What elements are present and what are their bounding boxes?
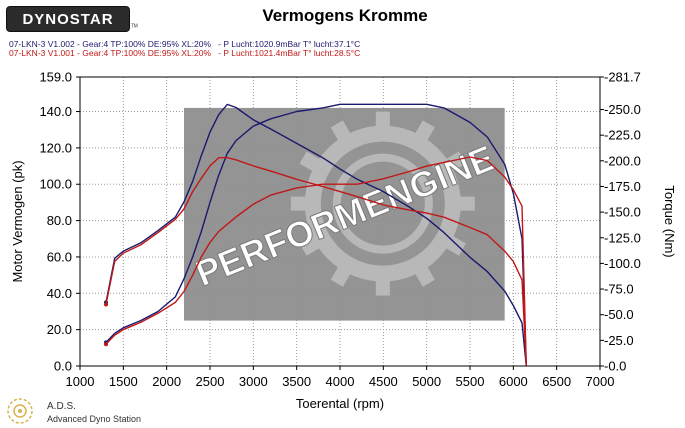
- dynostar-logo-text: DYNOSTAR: [22, 11, 114, 28]
- y-tick-label: 140.0: [39, 104, 72, 119]
- series-start-point: [104, 342, 108, 347]
- v1-001-vermogen-line: [105, 156, 527, 367]
- y2-tick-label: -0.0: [604, 359, 626, 374]
- y2-tick-label: -281.7: [604, 70, 641, 85]
- y2-tick-label: -225.0: [604, 128, 641, 143]
- x-tick-label: 5000: [412, 374, 441, 389]
- x-tick-label: 4500: [369, 374, 398, 389]
- x-tick-label: 6500: [542, 374, 571, 389]
- x-tick-label: 1000: [66, 374, 95, 389]
- x-tick-label: 2000: [152, 374, 181, 389]
- ads-abbreviation: A.D.S.: [47, 401, 76, 412]
- y2-tick-label: -175.0: [604, 179, 641, 194]
- y2-tick-label: -125.0: [604, 230, 641, 245]
- y-tick-label: 0.0: [54, 359, 72, 374]
- y2-tick-label: -100.0: [604, 256, 641, 271]
- x-tick-label: 2500: [196, 374, 225, 389]
- y-tick-label: 159.0: [39, 70, 72, 85]
- x-tick-label: 4000: [326, 374, 355, 389]
- y-tick-label: 20.0: [47, 322, 72, 337]
- dynostar-logo: DYNOSTAR: [6, 6, 130, 32]
- x-tick-label: 3000: [239, 374, 268, 389]
- series-start-point: [104, 302, 108, 307]
- y2-tick-label: -150.0: [604, 205, 641, 220]
- y2-tick-label: -25.0: [604, 333, 634, 348]
- y2-tick-label: -50.0: [604, 307, 634, 322]
- y-tick-label: 80.0: [47, 213, 72, 228]
- watermark-gear-icon: [290, 111, 475, 296]
- x-axis-label: Toerental (rpm): [296, 396, 384, 411]
- y2-tick-label: -75.0: [604, 282, 634, 297]
- y2-tick-label: -250.0: [604, 102, 641, 117]
- v1-002-torque-line: [105, 103, 527, 367]
- v1-001-torque-line: [105, 156, 527, 367]
- x-tick-label: 1500: [109, 374, 138, 389]
- y2-tick-label: -200.0: [604, 153, 641, 168]
- y-tick-label: 40.0: [47, 286, 72, 301]
- x-tick-label: 3500: [282, 374, 311, 389]
- trademark-mark: ᵀᴹ: [131, 24, 138, 31]
- run-label-v1002: 07-LKN-3 V1.002 - Gear:4 TP:100% DE:95% …: [9, 39, 361, 49]
- y2-axis-label: Torque (Nm): [662, 185, 677, 257]
- y-tick-label: 100.0: [39, 177, 72, 192]
- plot-frame: [79, 76, 601, 367]
- chart-title: Vermogens Kromme: [262, 6, 428, 25]
- x-tick-label: 5500: [456, 374, 485, 389]
- ads-full-name: Advanced Dyno Station: [47, 414, 142, 424]
- run-label-v1001: 07-LKN-3 V1.001 - Gear:4 TP:100% DE:95% …: [9, 48, 361, 58]
- x-tick-label: 6000: [499, 374, 528, 389]
- v1-002-vermogen-line: [105, 103, 527, 367]
- y-axis-label: Motor Vermogen (pk): [10, 160, 25, 282]
- y-tick-label: 60.0: [47, 249, 72, 264]
- x-tick-label: 7000: [586, 374, 615, 389]
- y-tick-label: 120.0: [39, 140, 72, 155]
- ads-logo-icon: [7, 398, 33, 424]
